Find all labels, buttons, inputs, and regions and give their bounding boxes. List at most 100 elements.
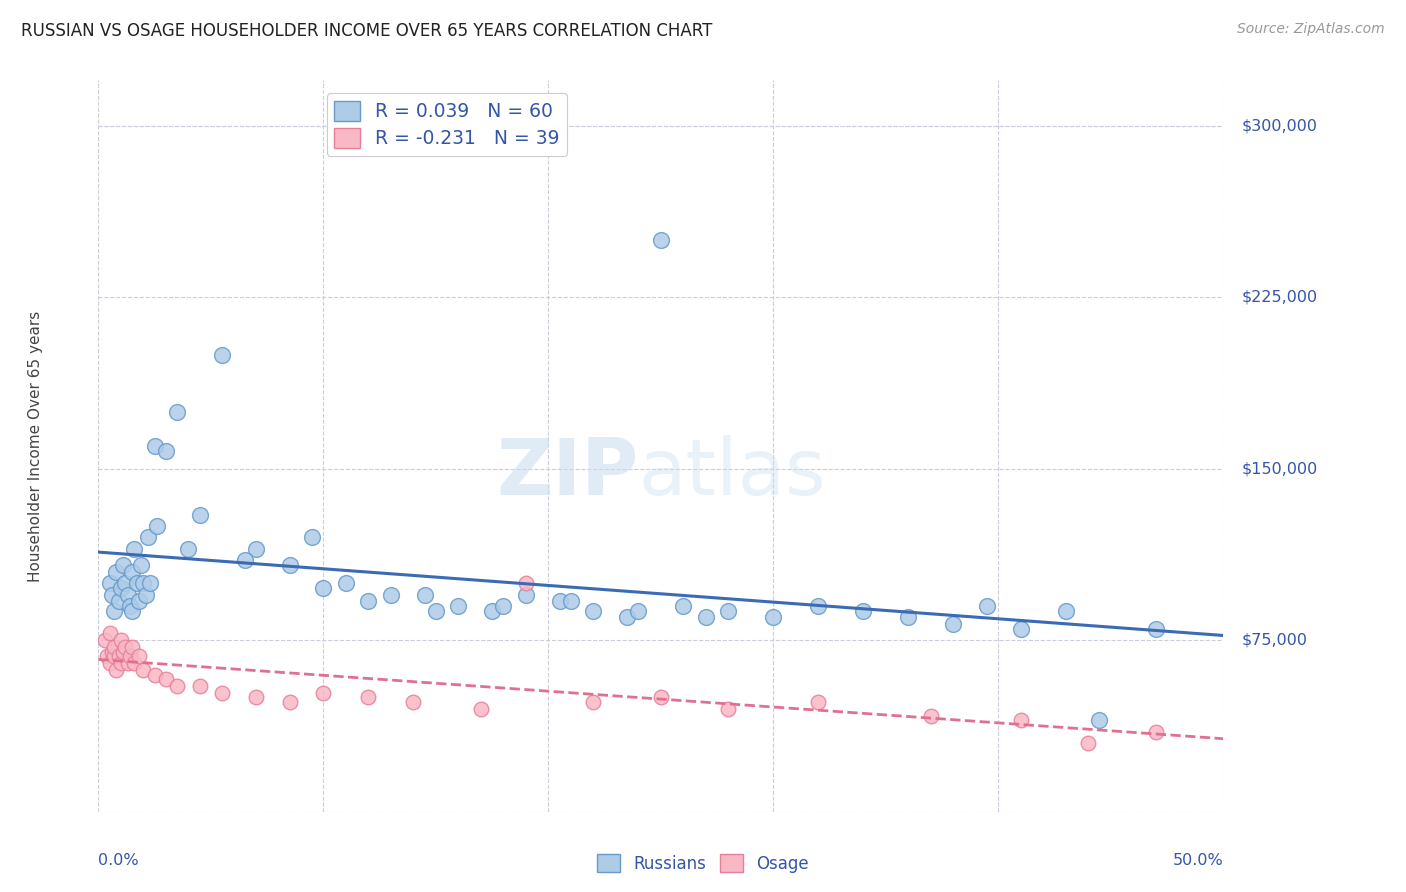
Point xyxy=(166,679,188,693)
Point xyxy=(110,581,132,595)
Point xyxy=(357,690,380,705)
Point xyxy=(117,656,139,670)
Point xyxy=(114,640,136,655)
Point xyxy=(143,667,166,681)
Point xyxy=(118,599,141,613)
Point xyxy=(114,576,136,591)
Point xyxy=(132,576,155,591)
Point xyxy=(139,576,162,591)
Point xyxy=(124,656,146,670)
Point xyxy=(852,603,875,617)
Point xyxy=(717,702,740,716)
Point xyxy=(103,649,125,664)
Text: $150,000: $150,000 xyxy=(1241,461,1317,476)
Point xyxy=(515,588,537,602)
Point xyxy=(211,347,233,362)
Point xyxy=(103,640,125,655)
Point xyxy=(98,656,121,670)
Point xyxy=(335,576,357,591)
Point xyxy=(278,558,301,572)
Point xyxy=(135,588,157,602)
Text: RUSSIAN VS OSAGE HOUSEHOLDER INCOME OVER 65 YEARS CORRELATION CHART: RUSSIAN VS OSAGE HOUSEHOLDER INCOME OVER… xyxy=(21,22,713,40)
Text: $75,000: $75,000 xyxy=(1241,632,1308,648)
Point xyxy=(211,686,233,700)
Point xyxy=(717,603,740,617)
Text: 0.0%: 0.0% xyxy=(98,853,139,868)
Point xyxy=(166,405,188,419)
Point xyxy=(245,690,267,705)
Point xyxy=(1144,724,1167,739)
Point xyxy=(98,626,121,640)
Point xyxy=(128,594,150,608)
Point xyxy=(897,610,920,624)
Point xyxy=(942,617,965,632)
Point xyxy=(492,599,515,613)
Point xyxy=(548,594,571,608)
Point xyxy=(1088,714,1111,728)
Point xyxy=(470,702,492,716)
Point xyxy=(121,565,143,579)
Point xyxy=(124,541,146,556)
Point xyxy=(118,649,141,664)
Point xyxy=(650,233,672,247)
Text: ZIP: ZIP xyxy=(496,435,638,511)
Point xyxy=(515,576,537,591)
Point xyxy=(650,690,672,705)
Point xyxy=(447,599,470,613)
Point xyxy=(357,594,380,608)
Point xyxy=(425,603,447,617)
Point xyxy=(112,558,135,572)
Point xyxy=(582,695,605,709)
Point xyxy=(107,594,129,608)
Point xyxy=(129,558,152,572)
Point xyxy=(112,645,135,659)
Point xyxy=(110,633,132,648)
Point xyxy=(616,610,638,624)
Point xyxy=(105,663,128,677)
Point xyxy=(132,663,155,677)
Point xyxy=(125,576,148,591)
Text: atlas: atlas xyxy=(638,435,825,511)
Point xyxy=(1077,736,1099,750)
Text: Source: ZipAtlas.com: Source: ZipAtlas.com xyxy=(1237,22,1385,37)
Point xyxy=(177,541,200,556)
Point xyxy=(695,610,717,624)
Point xyxy=(582,603,605,617)
Point xyxy=(312,581,335,595)
Point xyxy=(481,603,503,617)
Point xyxy=(312,686,335,700)
Point xyxy=(1144,622,1167,636)
Point xyxy=(245,541,267,556)
Point xyxy=(560,594,582,608)
Point xyxy=(107,649,129,664)
Text: Householder Income Over 65 years: Householder Income Over 65 years xyxy=(28,310,44,582)
Point xyxy=(976,599,998,613)
Point xyxy=(136,530,159,544)
Point xyxy=(1010,714,1032,728)
Point xyxy=(143,439,166,453)
Point xyxy=(807,695,830,709)
Point xyxy=(278,695,301,709)
Point xyxy=(188,508,211,522)
Point xyxy=(380,588,402,602)
Point xyxy=(188,679,211,693)
Point xyxy=(672,599,695,613)
Point xyxy=(627,603,650,617)
Point xyxy=(301,530,323,544)
Legend: Russians, Osage: Russians, Osage xyxy=(591,847,815,880)
Point xyxy=(155,672,177,686)
Point xyxy=(807,599,830,613)
Point xyxy=(155,443,177,458)
Point xyxy=(110,656,132,670)
Point xyxy=(121,603,143,617)
Point xyxy=(98,576,121,591)
Point xyxy=(94,633,117,648)
Point xyxy=(101,588,124,602)
Point xyxy=(413,588,436,602)
Text: $225,000: $225,000 xyxy=(1241,290,1317,305)
Point xyxy=(402,695,425,709)
Point xyxy=(1010,622,1032,636)
Point xyxy=(920,708,942,723)
Point xyxy=(101,645,124,659)
Text: 50.0%: 50.0% xyxy=(1173,853,1223,868)
